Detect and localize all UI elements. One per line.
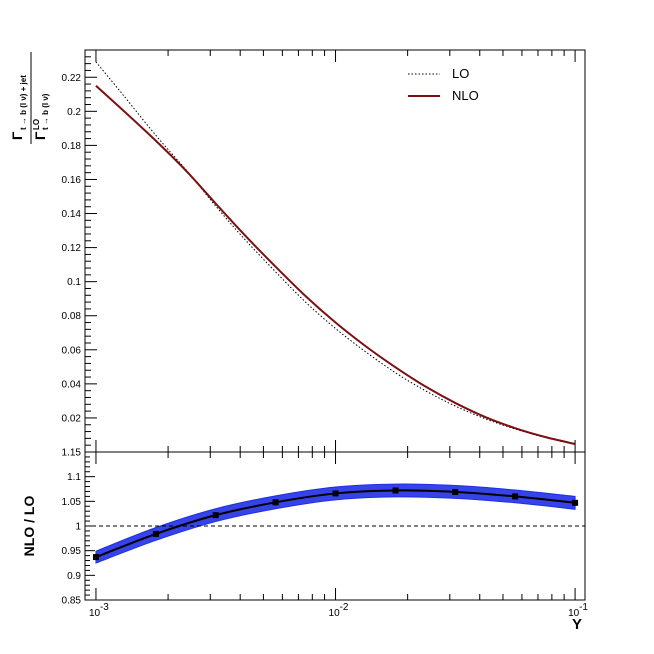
x-tick-exponent: -3	[100, 602, 109, 613]
series-line-nlo	[95, 85, 576, 445]
y-tick-label: 1.1	[67, 472, 81, 483]
ylabel-denominator: Γ	[32, 131, 48, 140]
y-tick-label: 0.02	[62, 413, 82, 424]
ratio-point	[212, 512, 219, 519]
y-tick-label: 1.05	[62, 497, 82, 508]
x-axis-title: Y	[572, 616, 582, 633]
y-tick-label: 0.08	[62, 311, 82, 322]
ratio-point	[332, 490, 339, 497]
y-tick-label: 0.14	[62, 209, 82, 220]
ratio-point	[272, 499, 279, 506]
ylabel-denominator-sup: LO	[32, 119, 41, 130]
y-tick-label: 0.85	[62, 596, 82, 607]
y-tick-label: 0.2	[67, 107, 81, 118]
series-line-lo	[95, 61, 576, 445]
legend-lo-label: LO	[452, 66, 469, 81]
top-y-axis-title: Γ t → b (l ν) + jet Γ LO t → b (l ν)	[9, 52, 50, 144]
ylabel-numerator: Γ	[9, 131, 25, 140]
legend: LO NLO	[408, 66, 479, 103]
y-tick-label: 0.1	[67, 277, 81, 288]
x-tick-exponent: -2	[340, 602, 349, 613]
bottom-y-axis-title: NLO / LO	[21, 496, 37, 557]
x-tick-label: 10	[568, 608, 580, 619]
ratio-point	[152, 530, 159, 537]
y-tick-label: 0.9	[67, 571, 81, 582]
y-tick-label: 1	[75, 522, 81, 533]
y-tick-label: 0.95	[62, 546, 82, 557]
y-tick-label: 1.15	[62, 448, 82, 459]
y-tick-label: 0.18	[62, 141, 82, 152]
ylabel-numerator-sub: t → b (l ν) + jet	[19, 75, 28, 130]
top-panel-frame	[84, 49, 586, 453]
y-tick-label: 0.22	[62, 73, 82, 84]
ratio-uncertainty-band	[95, 483, 576, 564]
y-tick-label: 0.12	[62, 243, 82, 254]
legend-nlo-label: NLO	[452, 88, 479, 103]
ratio-point	[512, 493, 519, 500]
y-tick-label: 0.04	[62, 379, 82, 390]
ratio-point	[452, 488, 459, 495]
y-tick-label: 0.16	[62, 175, 82, 186]
y-tick-label: 0.06	[62, 345, 82, 356]
x-tick-label: 10	[89, 608, 101, 619]
x-tick-label: 10	[329, 608, 341, 619]
ratio-point	[92, 554, 99, 561]
ylabel-denominator-sub: t → b (l ν)	[41, 93, 50, 130]
ratio-point	[572, 499, 579, 506]
x-tick-exponent: -1	[579, 602, 588, 613]
ratio-point	[392, 487, 399, 494]
